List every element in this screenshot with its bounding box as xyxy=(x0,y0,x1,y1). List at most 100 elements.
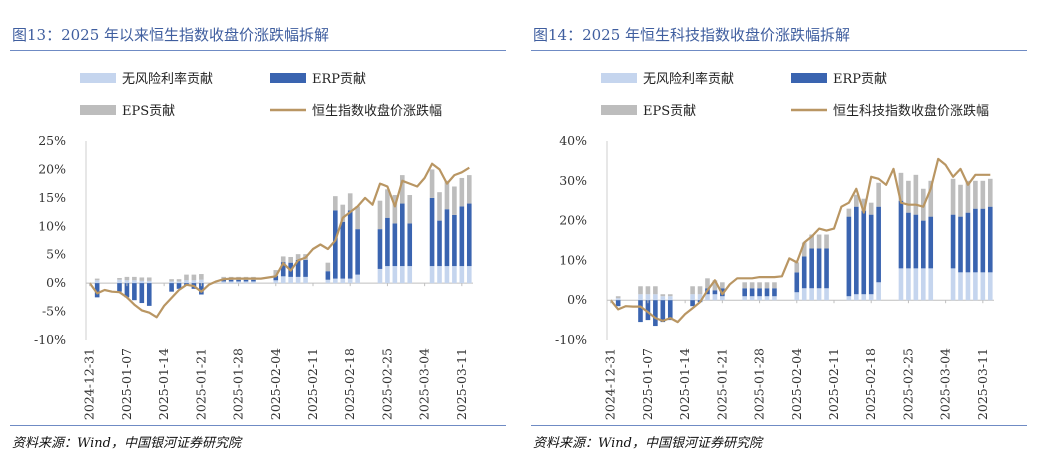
bar-eps xyxy=(146,277,152,281)
bar-risk-free xyxy=(228,281,234,284)
bar-erp xyxy=(392,223,398,267)
bar-risk-free xyxy=(243,281,249,284)
y-tick-label: 25% xyxy=(38,133,66,148)
bar-erp xyxy=(950,214,956,269)
bar-erp xyxy=(444,209,450,267)
bar-eps xyxy=(295,254,301,260)
bar-eps xyxy=(913,174,919,215)
bar-eps xyxy=(906,180,911,213)
chart-panel-right: 图14：2025 年恒生科技指数收盘价涨跌幅拆解 无风险利率贡献 ERP贡献 EPS… xyxy=(521,0,1031,469)
bar-erp xyxy=(653,300,658,327)
bar-eps xyxy=(273,270,279,276)
bar-eps xyxy=(645,286,651,295)
bar-risk-free xyxy=(169,281,174,284)
bar-eps xyxy=(950,178,956,215)
x-tick-label: 2024-12-31 xyxy=(82,348,97,420)
bar-risk-free xyxy=(950,268,956,301)
bar-eps xyxy=(653,286,658,295)
x-tick-label: 2025-02-11 xyxy=(305,348,320,420)
bar-erp xyxy=(199,283,204,295)
bar-risk-free xyxy=(846,296,852,301)
bar-erp xyxy=(615,300,621,307)
legend-label: EPS贡献 xyxy=(643,104,696,119)
bar-eps xyxy=(928,180,934,217)
x-tick-label: 2025-02-25 xyxy=(379,348,394,420)
bar-eps xyxy=(132,276,137,281)
bar-eps xyxy=(772,282,777,289)
y-tick-label: 10% xyxy=(559,252,587,267)
chart-svg: 无风险利率贡献 ERP贡献 EPS贡献 恒生指数收盘价涨跌幅 -10% -5% 0% 5% 10… xyxy=(34,71,473,420)
x-tick-label: 2025-01-14 xyxy=(156,348,171,420)
bar-erp xyxy=(221,279,226,282)
bar-eps xyxy=(94,278,100,281)
bar-eps xyxy=(965,180,971,213)
bar-eps xyxy=(176,279,182,282)
bar-eps xyxy=(764,282,770,289)
bar-eps xyxy=(757,282,762,289)
source-rule xyxy=(531,425,1027,426)
bar-eps xyxy=(347,193,353,211)
bar-eps xyxy=(288,256,293,263)
bar-risk-free xyxy=(809,288,814,301)
bar-risk-free xyxy=(697,294,703,301)
bar-risk-free xyxy=(199,279,204,284)
bar-risk-free xyxy=(429,266,435,284)
bar-eps xyxy=(385,189,390,218)
legend-label: 恒生指数收盘价涨跌幅 xyxy=(312,103,442,119)
bar-eps xyxy=(429,169,435,198)
bar-risk-free xyxy=(124,280,130,284)
legend-swatch xyxy=(80,105,116,115)
bar-eps xyxy=(973,180,978,209)
bar-erp xyxy=(660,300,666,323)
bar-risk-free xyxy=(452,266,457,284)
bar-risk-free xyxy=(965,272,971,301)
bar-erp xyxy=(333,210,338,279)
x-tick-label: 2025-01-28 xyxy=(231,348,246,420)
bar-eps xyxy=(444,180,450,210)
bar-erp xyxy=(764,288,770,297)
bar-eps xyxy=(377,200,383,230)
bar-erp xyxy=(340,221,346,279)
y-tick-label: -5% xyxy=(42,304,66,319)
index-return-line xyxy=(88,162,470,319)
bar-risk-free xyxy=(221,281,226,284)
legend-swatch xyxy=(791,73,827,83)
bar-erp xyxy=(920,220,926,269)
bar-eps xyxy=(809,234,814,249)
bar-risk-free xyxy=(437,266,442,284)
x-tick-label: 2025-02-04 xyxy=(789,348,804,420)
y-tick-label: 40% xyxy=(559,133,587,148)
bar-risk-free xyxy=(913,268,919,301)
bar-risk-free xyxy=(184,280,189,284)
bar-risk-free xyxy=(801,288,807,301)
bar-eps xyxy=(816,234,822,249)
bar-risk-free xyxy=(653,294,658,301)
bar-risk-free xyxy=(399,266,405,284)
bar-risk-free xyxy=(392,266,398,284)
bar-erp xyxy=(913,214,919,269)
bar-erp xyxy=(987,206,993,273)
bar-erp xyxy=(906,212,911,269)
bar-erp xyxy=(980,208,986,273)
bar-eps xyxy=(898,172,904,201)
legend-swatch xyxy=(601,105,637,115)
bar-erp xyxy=(228,279,234,282)
bar-erp xyxy=(429,197,435,267)
y-tick-label: 20% xyxy=(38,161,66,176)
bar-erp xyxy=(690,300,695,307)
bar-eps xyxy=(399,175,405,204)
bar-eps xyxy=(980,180,986,209)
bar-eps xyxy=(466,175,472,204)
bar-eps xyxy=(660,294,666,297)
bar-erp xyxy=(801,256,807,289)
bar-risk-free xyxy=(973,272,978,301)
bar-erp xyxy=(452,214,457,267)
bar-risk-free xyxy=(876,282,881,301)
y-tick-label: 10% xyxy=(38,218,66,233)
chart-title: 图14：2025 年恒生科技指数收盘价涨跌幅拆解 xyxy=(533,26,851,44)
source-note: 资料来源：Wind，中国银河证券研究院 xyxy=(533,436,762,451)
bar-risk-free xyxy=(660,296,666,301)
bar-erp xyxy=(876,206,881,283)
y-tick-label: -10% xyxy=(555,332,587,347)
y-tick-label: 5% xyxy=(46,247,66,262)
